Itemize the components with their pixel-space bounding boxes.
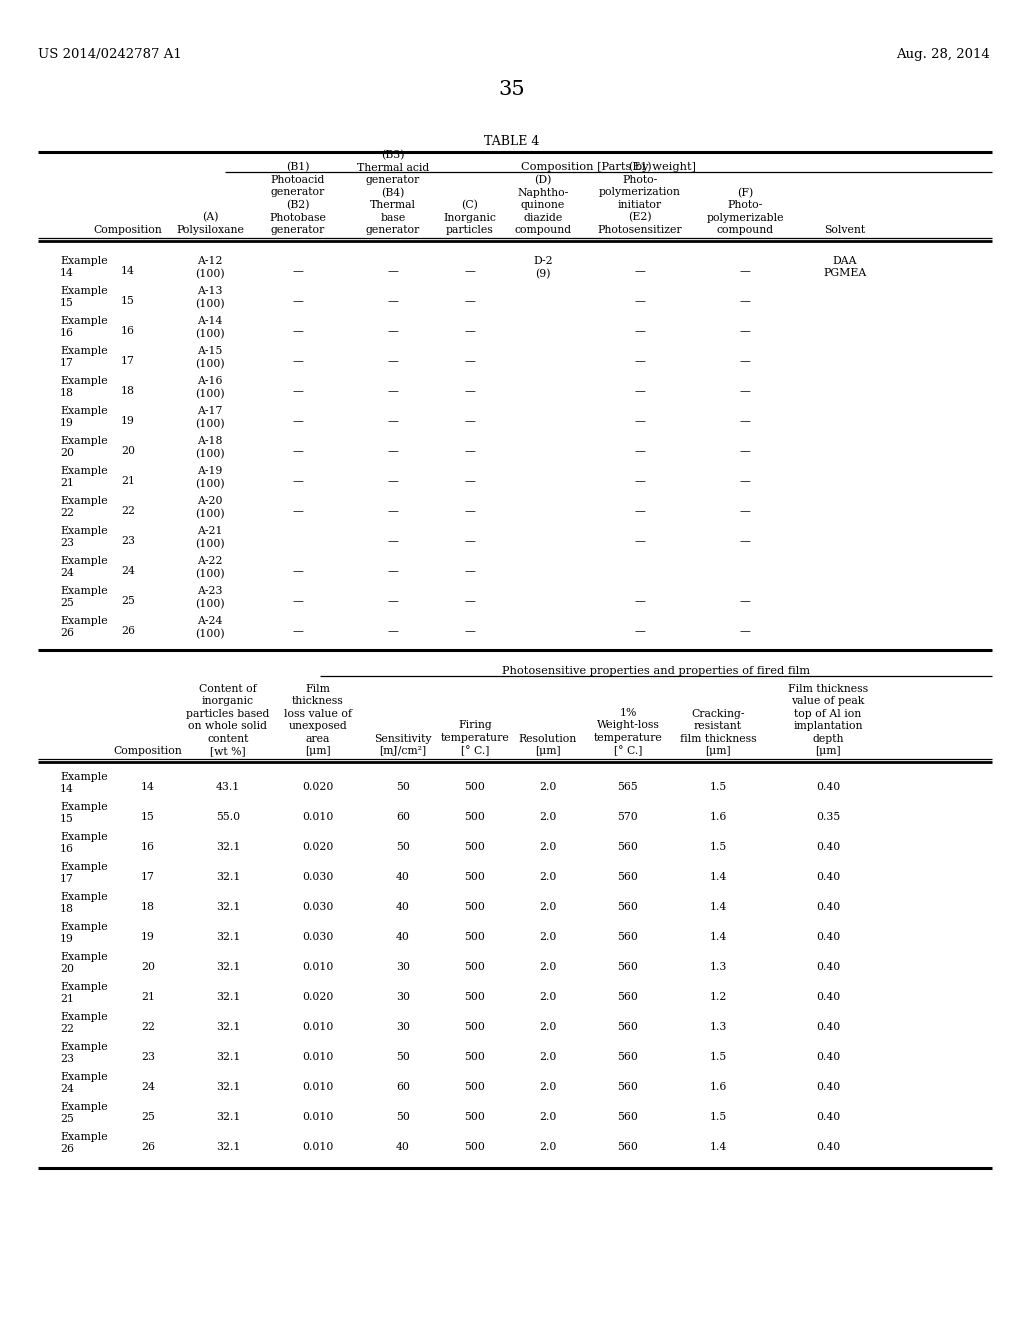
Text: Example
17: Example 17 — [60, 862, 108, 884]
Text: Content of
inorganic
particles based
on whole solid
content
[wt %]: Content of inorganic particles based on … — [186, 684, 269, 756]
Text: —: — — [465, 536, 475, 546]
Text: 0.35: 0.35 — [816, 812, 840, 822]
Text: —: — — [635, 597, 645, 606]
Text: 1.3: 1.3 — [710, 962, 727, 972]
Text: 0.40: 0.40 — [816, 1142, 840, 1152]
Text: 0.40: 0.40 — [816, 1022, 840, 1032]
Text: 2.0: 2.0 — [540, 1142, 557, 1152]
Text: A-18
(100): A-18 (100) — [196, 436, 225, 459]
Text: 1.5: 1.5 — [710, 1111, 727, 1122]
Text: 17: 17 — [121, 356, 135, 366]
Text: 32.1: 32.1 — [216, 873, 241, 882]
Text: Composition [Parts by weight]: Composition [Parts by weight] — [521, 162, 696, 172]
Text: Solvent: Solvent — [824, 224, 865, 235]
Text: 2.0: 2.0 — [540, 1052, 557, 1063]
Text: D-2
(9): D-2 (9) — [534, 256, 553, 279]
Text: 500: 500 — [465, 781, 485, 792]
Text: 0.40: 0.40 — [816, 781, 840, 792]
Text: 500: 500 — [465, 1022, 485, 1032]
Text: —: — — [465, 385, 475, 396]
Text: —: — — [635, 506, 645, 516]
Text: 1.3: 1.3 — [710, 1022, 727, 1032]
Text: 16: 16 — [141, 842, 155, 851]
Text: 30: 30 — [396, 1022, 410, 1032]
Text: 32.1: 32.1 — [216, 1142, 241, 1152]
Text: 0.030: 0.030 — [302, 902, 334, 912]
Text: 0.010: 0.010 — [302, 1022, 334, 1032]
Text: —: — — [293, 506, 303, 516]
Text: 32.1: 32.1 — [216, 902, 241, 912]
Text: 560: 560 — [617, 1142, 638, 1152]
Text: —: — — [465, 566, 475, 576]
Text: 0.010: 0.010 — [302, 812, 334, 822]
Text: 55.0: 55.0 — [216, 812, 240, 822]
Text: 32.1: 32.1 — [216, 1052, 241, 1063]
Text: Example
15: Example 15 — [60, 286, 108, 309]
Text: 0.40: 0.40 — [816, 962, 840, 972]
Text: 500: 500 — [465, 812, 485, 822]
Text: 500: 500 — [465, 842, 485, 851]
Text: Example
14: Example 14 — [60, 256, 108, 279]
Text: 19: 19 — [141, 932, 155, 942]
Text: —: — — [293, 566, 303, 576]
Text: —: — — [387, 477, 398, 486]
Text: —: — — [387, 506, 398, 516]
Text: —: — — [293, 597, 303, 606]
Text: A-22
(100): A-22 (100) — [196, 556, 225, 578]
Text: 40: 40 — [396, 873, 410, 882]
Text: 32.1: 32.1 — [216, 1082, 241, 1092]
Text: 1.4: 1.4 — [710, 1142, 727, 1152]
Text: 24: 24 — [141, 1082, 155, 1092]
Text: 560: 560 — [617, 932, 638, 942]
Text: —: — — [635, 267, 645, 276]
Text: —: — — [293, 356, 303, 366]
Text: —: — — [465, 626, 475, 636]
Text: —: — — [635, 356, 645, 366]
Text: 2.0: 2.0 — [540, 1111, 557, 1122]
Text: 500: 500 — [465, 1111, 485, 1122]
Text: —: — — [293, 385, 303, 396]
Text: 2.0: 2.0 — [540, 873, 557, 882]
Text: Sensitivity
[mJ/cm²]: Sensitivity [mJ/cm²] — [374, 734, 432, 756]
Text: Example
23: Example 23 — [60, 525, 108, 548]
Text: 2.0: 2.0 — [540, 962, 557, 972]
Text: A-17
(100): A-17 (100) — [196, 407, 225, 429]
Text: —: — — [739, 446, 751, 455]
Text: —: — — [387, 626, 398, 636]
Text: 2.0: 2.0 — [540, 932, 557, 942]
Text: —: — — [465, 597, 475, 606]
Text: 2.0: 2.0 — [540, 1082, 557, 1092]
Text: —: — — [739, 326, 751, 337]
Text: Example
21: Example 21 — [60, 982, 108, 1005]
Text: A-16
(100): A-16 (100) — [196, 376, 225, 399]
Text: A-12
(100): A-12 (100) — [196, 256, 225, 279]
Text: 0.020: 0.020 — [302, 781, 334, 792]
Text: 500: 500 — [465, 932, 485, 942]
Text: Example
25: Example 25 — [60, 586, 108, 609]
Text: —: — — [293, 326, 303, 337]
Text: 40: 40 — [396, 902, 410, 912]
Text: DAA
PGMEA: DAA PGMEA — [823, 256, 866, 279]
Text: (A)
Polysiloxane: (A) Polysiloxane — [176, 213, 244, 235]
Text: Example
15: Example 15 — [60, 803, 108, 825]
Text: 560: 560 — [617, 1111, 638, 1122]
Text: —: — — [293, 416, 303, 426]
Text: 560: 560 — [617, 1052, 638, 1063]
Text: (E1)
Photo-
polymerization
initiator
(E2)
Photosensitizer: (E1) Photo- polymerization initiator (E2… — [598, 162, 682, 235]
Text: A-23
(100): A-23 (100) — [196, 586, 225, 609]
Text: —: — — [387, 296, 398, 306]
Text: A-14
(100): A-14 (100) — [196, 315, 225, 339]
Text: 2.0: 2.0 — [540, 781, 557, 792]
Text: —: — — [635, 626, 645, 636]
Text: —: — — [387, 536, 398, 546]
Text: Firing
temperature
[° C.]: Firing temperature [° C.] — [440, 721, 509, 756]
Text: 560: 560 — [617, 962, 638, 972]
Text: —: — — [739, 356, 751, 366]
Text: Example
18: Example 18 — [60, 892, 108, 915]
Text: 14: 14 — [121, 267, 135, 276]
Text: Example
22: Example 22 — [60, 496, 108, 519]
Text: —: — — [387, 385, 398, 396]
Text: Example
25: Example 25 — [60, 1102, 108, 1125]
Text: 32.1: 32.1 — [216, 932, 241, 942]
Text: —: — — [465, 356, 475, 366]
